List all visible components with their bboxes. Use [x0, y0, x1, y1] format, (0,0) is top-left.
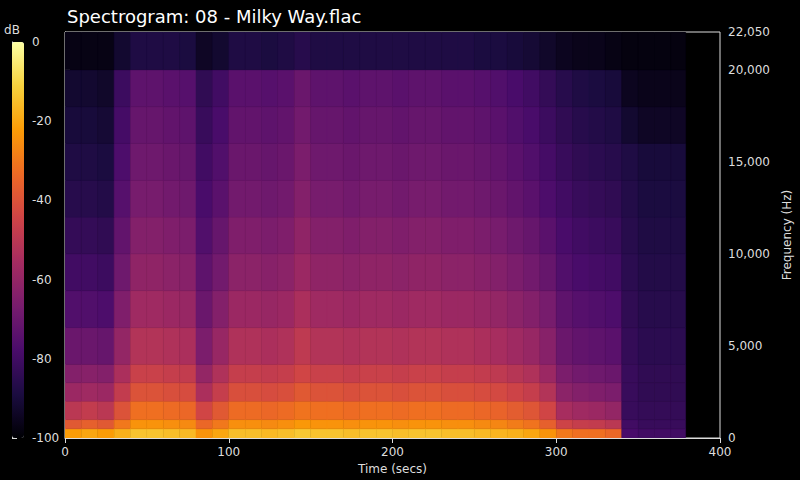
- svg-text:-40: -40: [32, 193, 52, 207]
- svg-text:0: 0: [61, 445, 69, 459]
- svg-text:Time (secs): Time (secs): [357, 462, 427, 476]
- svg-text:0: 0: [32, 35, 40, 49]
- svg-text:Frequency (Hz): Frequency (Hz): [780, 190, 794, 281]
- svg-text:400: 400: [709, 445, 732, 459]
- svg-text:300: 300: [545, 445, 568, 459]
- svg-text:dB: dB: [4, 23, 20, 37]
- svg-text:-100: -100: [32, 431, 59, 445]
- svg-text:0: 0: [728, 431, 736, 445]
- svg-text:100: 100: [217, 445, 240, 459]
- svg-text:10,000: 10,000: [728, 247, 770, 261]
- svg-text:20,000: 20,000: [728, 63, 770, 77]
- svg-text:15,000: 15,000: [728, 155, 770, 169]
- svg-text:-60: -60: [32, 273, 52, 287]
- svg-text:22,050: 22,050: [728, 25, 770, 39]
- svg-text:200: 200: [381, 445, 404, 459]
- svg-text:5,000: 5,000: [728, 339, 762, 353]
- svg-text:-80: -80: [32, 352, 52, 366]
- svg-text:Spectrogram: 08 - Milky Way.fl: Spectrogram: 08 - Milky Way.flac: [67, 6, 361, 27]
- svg-text:-20: -20: [32, 114, 52, 128]
